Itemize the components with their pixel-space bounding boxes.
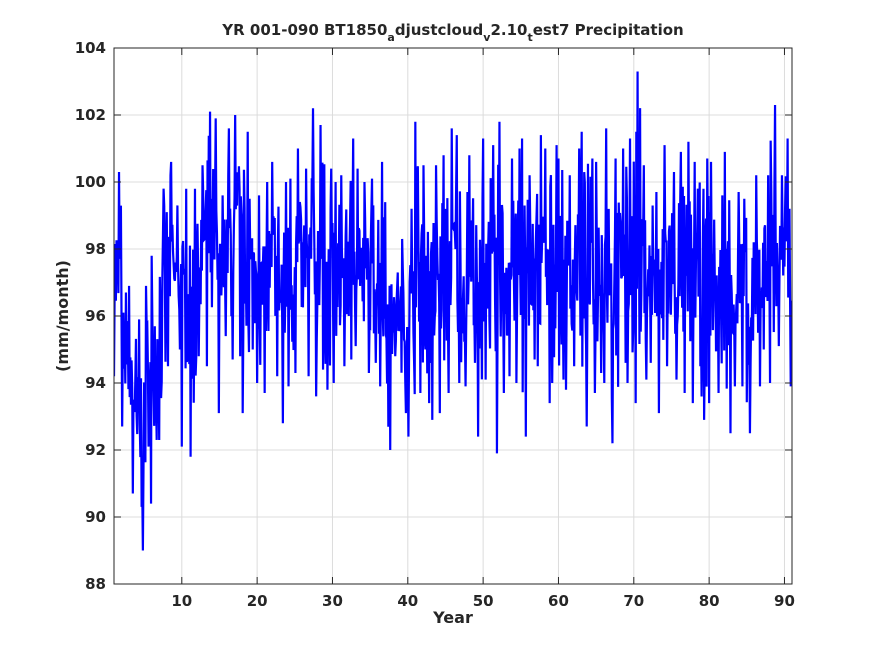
title-sub-1: a: [387, 31, 394, 44]
x-tick-label: 90: [774, 592, 795, 610]
x-tick-label: 40: [397, 592, 418, 610]
y-tick-label: 94: [85, 374, 106, 392]
title-sub-3: t: [527, 31, 532, 44]
x-tick-labels: 10 20 30 40 50 60 70 80 90: [171, 592, 795, 610]
x-tick-label: 50: [473, 592, 494, 610]
title-main: YR 001-090 BT1850: [221, 21, 387, 39]
x-tick-label: 20: [247, 592, 268, 610]
x-tick-label: 60: [548, 592, 569, 610]
series-layer: [114, 71, 792, 551]
x-tick-label: 30: [322, 592, 343, 610]
series-line: [114, 71, 792, 551]
title-tail: est7 Precipitation: [533, 21, 684, 39]
x-axis-label: Year: [432, 608, 473, 627]
y-tick-label: 102: [75, 106, 106, 124]
title-sub-2: v: [483, 31, 491, 44]
y-axis-label: (mm/month): [53, 260, 72, 372]
x-tick-label: 80: [699, 592, 720, 610]
y-tick-label: 90: [85, 508, 106, 526]
tick-marks: [114, 47, 792, 585]
y-tick-label: 96: [85, 307, 106, 325]
title-mid-2: 2.10: [490, 21, 527, 39]
y-tick-label: 104: [75, 39, 106, 57]
y-tick-label: 88: [85, 575, 106, 593]
y-tick-labels: 88 90 92 94 96 98 100 102 104: [75, 39, 106, 593]
y-tick-label: 92: [85, 441, 106, 459]
chart-title: YR 001-090 BT1850adjustcloudv2.10test7 P…: [221, 21, 683, 44]
x-tick-label: 10: [171, 592, 192, 610]
x-tick-label: 70: [623, 592, 644, 610]
y-tick-label: 98: [85, 240, 106, 258]
title-mid-1: djustcloud: [395, 21, 483, 39]
y-tick-label: 100: [75, 173, 106, 191]
